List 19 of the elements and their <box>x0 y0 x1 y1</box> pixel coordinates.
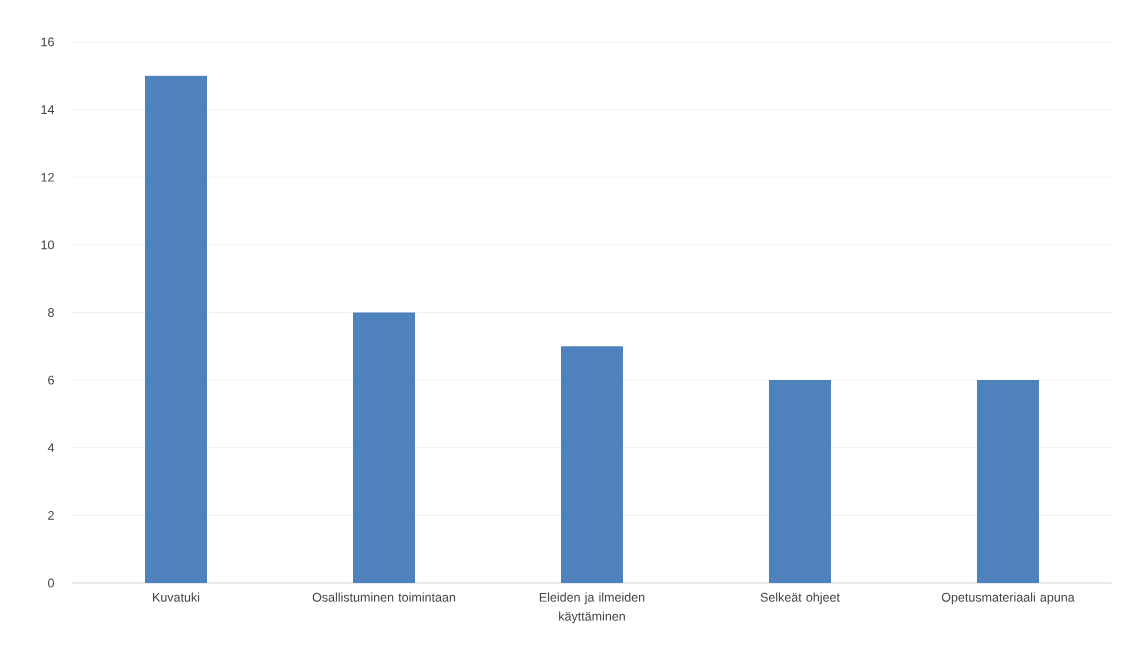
y-tick-label: 12 <box>41 172 54 182</box>
x-tick-label: Osallistuminen toimintaan <box>312 592 456 602</box>
y-tick-label: 2 <box>48 511 54 520</box>
bar <box>768 380 831 583</box>
x-tick-label: Opetusmateriaali apuna <box>941 592 1075 605</box>
bar <box>560 346 623 583</box>
x-tick-label: Selkeät ohjeet <box>760 592 840 605</box>
y-tick-label: 10 <box>41 240 54 250</box>
y-tick-label: 0 <box>48 578 54 588</box>
y-tick-label: 6 <box>48 375 54 385</box>
y-tick-label: 8 <box>48 308 54 317</box>
bar <box>976 380 1039 583</box>
y-tick-label: 4 <box>47 443 55 453</box>
bar <box>353 312 415 583</box>
x-tick-label: Kuvatuki <box>153 592 200 602</box>
y-tick-label: 16 <box>41 37 54 47</box>
bar <box>145 75 207 583</box>
y-tick-label: 14 <box>41 105 55 114</box>
x-tick-label: Eleiden ja ilmeiden käyttäminen <box>539 592 645 624</box>
